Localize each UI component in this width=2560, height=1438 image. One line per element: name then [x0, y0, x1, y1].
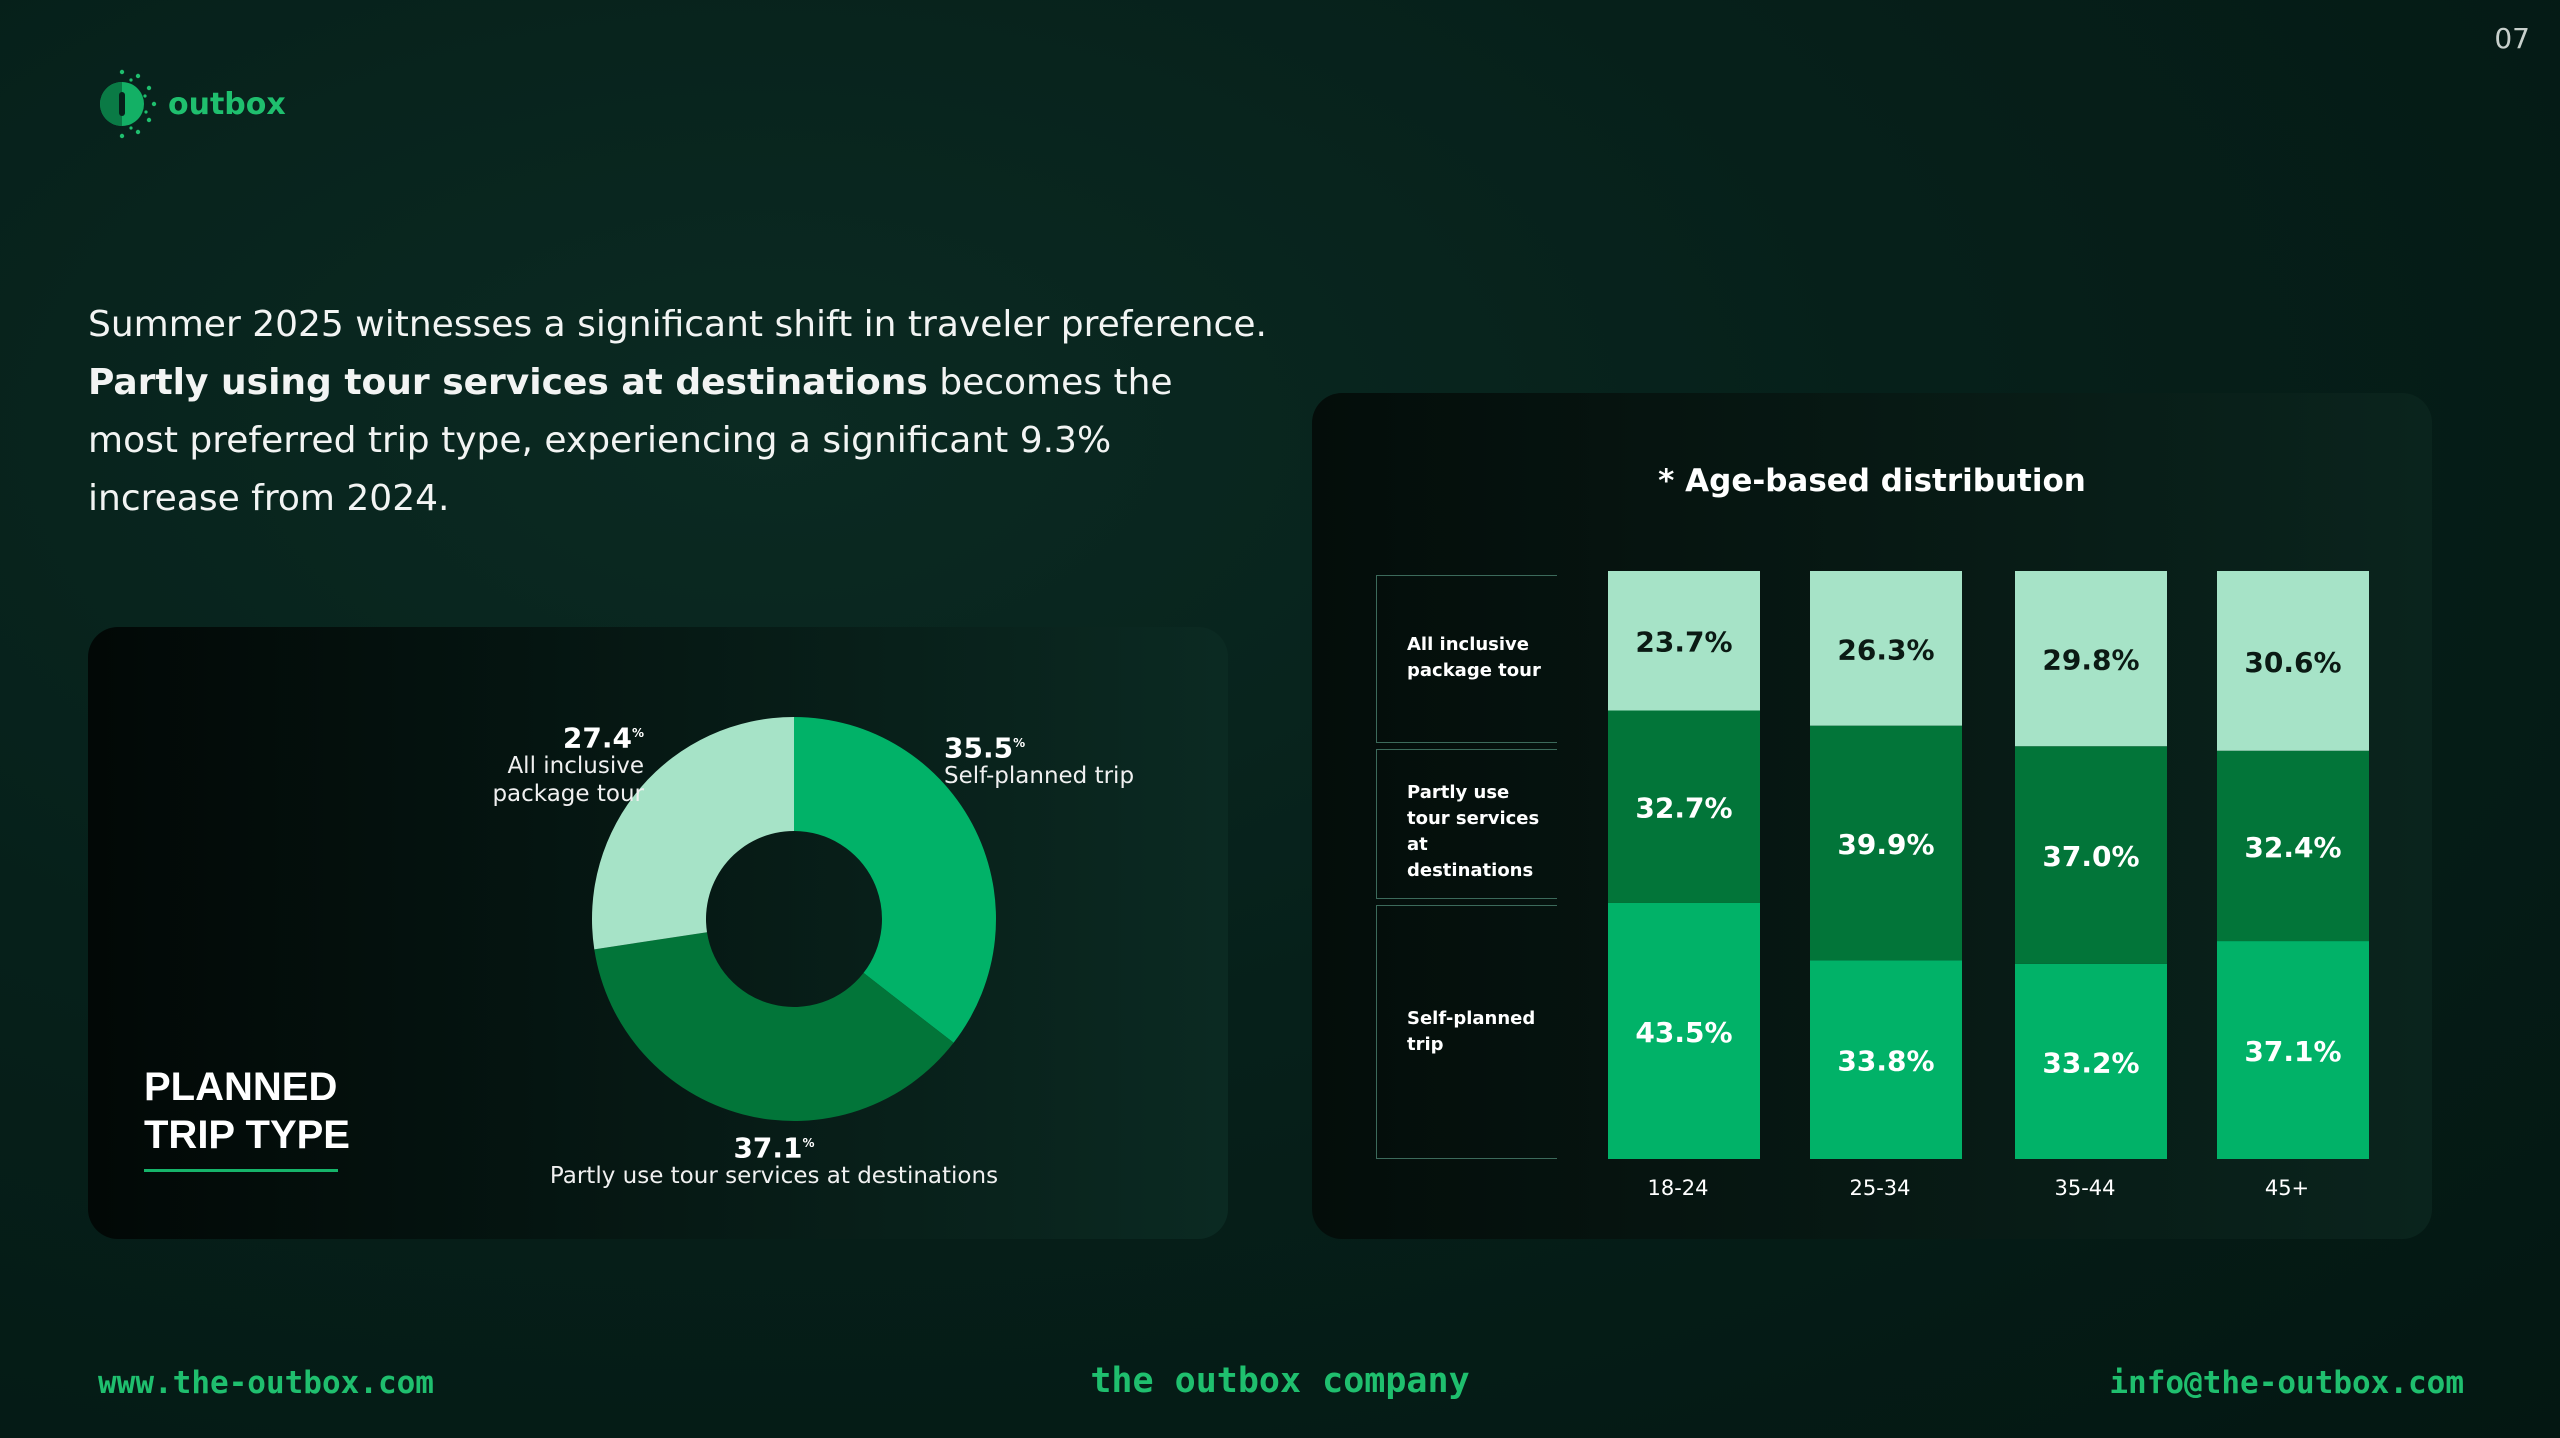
email-link[interactable]: info@the-outbox.com — [2109, 1365, 2464, 1401]
bar-value-label: 43.5% — [1635, 1016, 1732, 1049]
headline-bold: Partly using tour services at destinatio… — [88, 362, 928, 403]
page-number: 07 — [2494, 22, 2530, 55]
x-tick-label: 45+ — [2265, 1176, 2309, 1200]
donut-slice-1 — [594, 932, 954, 1121]
bar-value-label: 33.2% — [2042, 1046, 2139, 1079]
donut-label-0: 35.5% Self-planned trip — [944, 729, 1134, 790]
bar-value-label: 37.1% — [2244, 1035, 2341, 1068]
bar-chart-title: * Age-based distribution — [1658, 463, 2086, 499]
section-title-underline — [144, 1169, 338, 1172]
bar-segment-35-44-2 — [2015, 571, 2167, 747]
bar-segment-35-44-1 — [2015, 746, 2167, 964]
row-label-self-planned: Self-planned trip — [1407, 1008, 1536, 1055]
section-title: PLANNED TRIP TYPE — [144, 1065, 350, 1157]
bar-segment-25-34-2 — [1810, 571, 1962, 726]
outbox-logo-icon — [100, 69, 157, 139]
bar-segment-18-24-0 — [1608, 902, 1760, 1159]
bar-value-label: 29.8% — [2042, 644, 2139, 677]
bar-segment-18-24-2 — [1608, 571, 1760, 711]
bar-segment-35-44-0 — [2015, 963, 2167, 1159]
bar-segment-25-34-1 — [1810, 725, 1962, 961]
donut-category-2: All inclusive package tour — [492, 753, 644, 808]
age-distribution-card: * Age-based distribution All inclusive p… — [1312, 393, 2432, 1239]
donut-category-0: Self-planned trip — [944, 763, 1135, 790]
planned-trip-type-card: 35.5% Self-planned trip 37.1% Partly use to… — [88, 627, 1228, 1239]
brand-logo[interactable]: outbox — [86, 68, 286, 140]
row-label-box-partly: Partly use tour services at destinations — [1376, 749, 1557, 899]
donut-category-1: Partly use tour services at destinations — [549, 1163, 999, 1190]
donut-label-1: 37.1% Partly use tour services at destina… — [474, 1129, 1074, 1190]
bar-segment-25-34-0 — [1810, 960, 1962, 1159]
donut-value-1: 37.1% — [733, 1131, 815, 1165]
company-name: the outbox company — [1090, 1361, 1470, 1401]
x-tick-label: 25-34 — [1849, 1176, 1910, 1200]
donut-value-0: 35.5% — [944, 731, 1026, 765]
headline: Summer 2025 witnesses a significant shif… — [88, 296, 1288, 528]
bar-value-label: 33.8% — [1837, 1045, 1934, 1078]
bar-segment-45+-2 — [2217, 571, 2369, 751]
headline-line-1: Summer 2025 witnesses a significant shif… — [88, 304, 1267, 345]
bar-segment-45+-0 — [2217, 941, 2369, 1159]
bar-value-label: 32.7% — [1635, 792, 1732, 825]
bar-value-label: 37.0% — [2042, 840, 2139, 873]
stacked-bar-chart: 43.5% 32.7% 23.7% 18-24 33.8% 39.9% 26.3% 25-34… — [1608, 571, 2369, 1200]
bar-segment-45+-1 — [2217, 750, 2369, 942]
x-tick-label: 18-24 — [1647, 1176, 1708, 1200]
bar-segment-18-24-1 — [1608, 710, 1760, 903]
headline-rest: becomes the most preferred trip type, ex… — [88, 362, 1173, 519]
bar-value-label: 26.3% — [1837, 633, 1934, 666]
bar-value-label: 30.6% — [2244, 646, 2341, 679]
bar-value-label: 23.7% — [1635, 626, 1732, 659]
donut-chart — [592, 717, 996, 1121]
bar-value-label: 32.4% — [2244, 831, 2341, 864]
donut-label-2: 27.4% All inclusive package tour — [444, 719, 644, 808]
brand-name: outbox — [168, 86, 286, 122]
row-label-partly: Partly use tour services at destinations — [1407, 782, 1540, 881]
donut-slice-0 — [794, 717, 996, 1043]
row-label-all-inclusive: All inclusive package tour — [1407, 634, 1541, 681]
row-label-box-self-planned: Self-planned trip — [1376, 905, 1557, 1159]
x-tick-label: 35-44 — [2054, 1176, 2115, 1200]
row-label-box-all-inclusive: All inclusive package tour — [1376, 575, 1557, 743]
website-link[interactable]: www.the-outbox.com — [98, 1365, 434, 1401]
bar-value-label: 39.9% — [1837, 828, 1934, 861]
donut-slice-2 — [592, 717, 794, 950]
donut-value-2: 27.4% — [562, 721, 644, 755]
